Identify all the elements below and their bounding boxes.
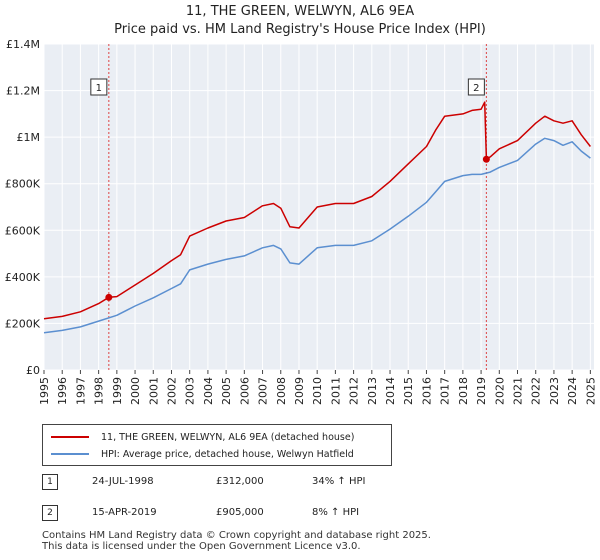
series-line-property [43, 101, 591, 320]
x-tick-label: 1998 [93, 377, 106, 405]
sale-number-badge: 2 [42, 505, 58, 521]
y-axis-ticks: £0 £200K £400K £600K £800K £1M £1.2M £1.4M [5, 38, 41, 377]
x-axis-ticks: 1995 1996 1997 1998 1999 2000 2001 2002 2003 2004… [38, 370, 597, 405]
x-tick-label: 2016 [420, 377, 433, 405]
legend-label-property: 11, THE GREEN, WELWYN, AL6 9EA (detached… [101, 431, 355, 443]
sale-point [105, 293, 113, 301]
x-tick-label: 2024 [566, 377, 579, 405]
y-tick-label: £600K [5, 224, 41, 237]
x-tick-label: 2007 [257, 377, 270, 405]
legend-swatch-property [51, 436, 89, 438]
x-tick-label: 1995 [38, 377, 51, 405]
y-tick-label: £1.2M [6, 85, 40, 98]
sale-row: 2 15-APR-2019 £905,000 8% ↑ HPI [0, 505, 600, 525]
grid-lines [43, 43, 594, 371]
annotation-label: 1 [96, 83, 102, 94]
x-tick-label: 2025 [584, 377, 597, 405]
x-tick-label: 2020 [493, 377, 506, 405]
annotation-box [90, 78, 108, 96]
series-lines [43, 101, 591, 334]
legend-item-property: 11, THE GREEN, WELWYN, AL6 9EA (detached… [51, 429, 354, 445]
y-tick-label: £400K [5, 271, 41, 284]
sale-price: £312,000 [216, 476, 264, 487]
sale-hpi-change: 34% ↑ HPI [312, 476, 366, 487]
y-tick-label: £1.4M [6, 38, 40, 51]
sale-point [482, 155, 490, 163]
x-tick-label: 2019 [475, 377, 488, 405]
x-tick-label: 2015 [402, 377, 415, 405]
x-tick-label: 2021 [512, 377, 525, 405]
y-tick-label: £800K [5, 178, 41, 191]
sale-points [105, 155, 490, 301]
x-tick-label: 2000 [129, 377, 142, 405]
x-tick-label: 2022 [530, 377, 543, 405]
y-tick-label: £0 [26, 364, 40, 377]
x-tick-label: 2018 [457, 377, 470, 405]
sale-hpi-change: 8% ↑ HPI [312, 507, 360, 518]
footer-copyright: Contains HM Land Registry data © Crown c… [42, 530, 431, 541]
x-tick-label: 2004 [202, 377, 215, 405]
x-tick-label: 2001 [147, 377, 160, 405]
x-tick-label: 1997 [74, 377, 87, 405]
x-tick-label: 2002 [165, 377, 178, 405]
x-tick-label: 1996 [56, 377, 69, 405]
series-line-hpi [43, 137, 591, 334]
sale-date: 15-APR-2019 [92, 507, 157, 518]
x-tick-label: 2014 [384, 377, 397, 405]
x-tick-label: 2013 [366, 377, 379, 405]
legend: 11, THE GREEN, WELWYN, AL6 9EA (detached… [42, 424, 392, 466]
footer-licence: This data is licensed under the Open Gov… [42, 541, 361, 552]
sale-row: 1 24-JUL-1998 £312,000 34% ↑ HPI [0, 474, 600, 494]
sale-number-badge: 1 [42, 474, 58, 490]
legend-item-hpi: HPI: Average price, detached house, Welw… [51, 446, 354, 462]
x-tick-label: 2023 [548, 377, 561, 405]
x-tick-label: 2011 [329, 377, 342, 405]
annotation-box [467, 78, 485, 96]
x-tick-label: 2017 [439, 377, 452, 405]
x-tick-label: 2006 [238, 377, 251, 405]
legend-swatch-hpi [51, 453, 89, 455]
legend-label-hpi: HPI: Average price, detached house, Welw… [101, 448, 354, 460]
y-tick-label: £200K [5, 317, 41, 330]
x-tick-label: 2008 [275, 377, 288, 405]
x-tick-label: 2010 [311, 377, 324, 405]
x-tick-label: 2009 [293, 377, 306, 405]
annotation-label: 2 [473, 83, 479, 94]
chart-title: 11, THE GREEN, WELWYN, AL6 9EA [185, 4, 415, 19]
sale-date: 24-JUL-1998 [92, 476, 154, 487]
x-tick-label: 2012 [348, 377, 361, 405]
x-tick-label: 2003 [184, 377, 197, 405]
y-tick-label: £1M [17, 131, 41, 144]
chart-subtitle: Price paid vs. HM Land Registry's House … [114, 22, 486, 37]
x-tick-label: 2005 [220, 377, 233, 405]
sale-price: £905,000 [216, 507, 264, 518]
x-tick-label: 1999 [111, 377, 124, 405]
